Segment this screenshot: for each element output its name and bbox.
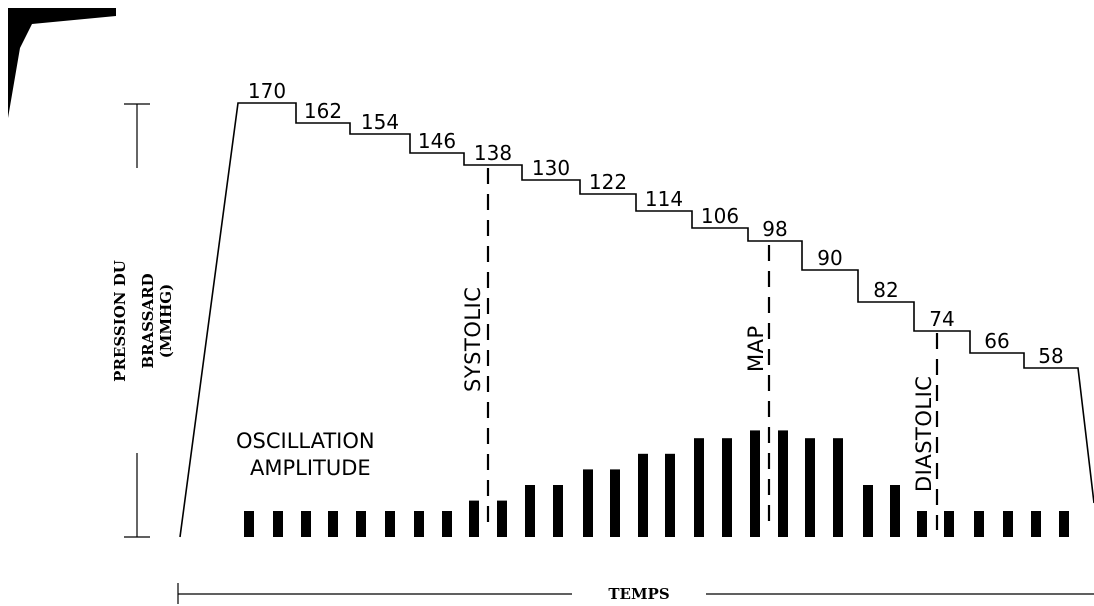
oscillation-bar <box>694 438 704 537</box>
oscillation-bar <box>497 500 507 537</box>
oscillation-label-line2: AMPLITUDE <box>250 456 371 480</box>
oscillation-bars <box>244 430 1069 537</box>
oscillation-label-line1: OSCILLATION <box>236 429 375 453</box>
oscillation-bar <box>722 438 732 537</box>
pressure-step-label: 122 <box>589 170 627 194</box>
oscillation-bar <box>301 511 311 537</box>
pressure-step-label: 130 <box>532 156 570 180</box>
oscillation-bar <box>553 485 563 537</box>
oscillation-bar <box>833 438 843 537</box>
time-axis-title: TEMPS <box>608 585 669 603</box>
pressure-step-label: 138 <box>474 141 512 165</box>
oscillation-bar <box>1031 511 1041 537</box>
pressure-step-label: 58 <box>1038 344 1063 368</box>
oscillation-bar <box>469 500 479 537</box>
map-label: MAP <box>744 325 768 372</box>
diastolic-label: DIASTOLIC <box>912 376 936 492</box>
y-axis-title-line2: BRASSARD <box>139 273 157 368</box>
y-axis-title-line1: PRESSION DU <box>111 260 129 382</box>
oscillation-bar <box>356 511 366 537</box>
step-labels: 170 162 154 146 138 130 122 114 106 98 90 82 74 66 58 <box>248 79 1064 368</box>
oscillation-bar <box>974 511 984 537</box>
pressure-curve <box>179 102 1094 538</box>
pressure-step-label: 106 <box>701 204 739 228</box>
amplitude-scale-bracket <box>124 453 150 538</box>
oscillation-bar <box>442 511 452 537</box>
pressure-step-label: 82 <box>873 278 898 302</box>
pressure-step-label: 114 <box>645 187 683 211</box>
oscillation-bar <box>863 485 873 537</box>
oscillation-bar <box>917 511 927 537</box>
pressure-step-label: 146 <box>418 129 456 153</box>
oscillation-bar <box>610 469 620 537</box>
pressure-step-label: 154 <box>361 110 399 134</box>
oscillation-bar <box>805 438 815 537</box>
oscillation-bar <box>890 485 900 537</box>
oscillation-bar <box>1059 511 1069 537</box>
oscillation-bar <box>1003 511 1013 537</box>
oscillation-bar <box>328 511 338 537</box>
corner-bracket-icon <box>8 8 116 118</box>
pressure-step-label: 162 <box>304 99 342 123</box>
y-axis-title: PRESSION DU BRASSARD (MMHG) <box>111 260 175 382</box>
y-axis-title-line3: (MMHG) <box>157 284 175 358</box>
oscillation-bar <box>273 511 283 537</box>
oscillation-bar <box>750 430 760 537</box>
pressure-step-label: 66 <box>984 329 1009 353</box>
systolic-label: SYSTOLIC <box>461 287 485 392</box>
oscillation-bar <box>778 430 788 537</box>
pressure-step-label: 90 <box>817 246 842 270</box>
oscillation-bar <box>665 453 675 537</box>
oscillation-bar <box>244 511 254 537</box>
oscillation-bar <box>414 511 424 537</box>
pressure-step-label: 74 <box>929 307 954 331</box>
oscillation-bar <box>638 453 648 537</box>
oscillation-bar <box>583 469 593 537</box>
oscillation-bar <box>385 511 395 537</box>
time-axis <box>177 583 1094 604</box>
pressure-scale-bracket <box>124 103 150 168</box>
oscillation-bar <box>525 485 535 537</box>
oscillation-bar <box>944 511 954 537</box>
pressure-step-label: 170 <box>248 79 286 103</box>
pressure-step-label: 98 <box>762 217 787 241</box>
